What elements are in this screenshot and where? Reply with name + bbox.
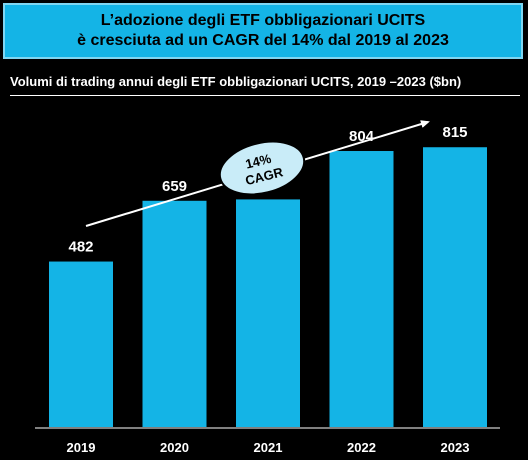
cagr-percent-label: 14% xyxy=(244,151,273,172)
data-label-2023: 815 xyxy=(442,124,467,141)
bar-2021 xyxy=(236,199,300,427)
chart-title: Volumi di trading annui degli ETF obblig… xyxy=(10,74,462,89)
cagr-badge xyxy=(218,140,306,196)
bar-2020 xyxy=(142,200,207,427)
bar-2023 xyxy=(423,147,487,427)
tick-label-2021: 2021 xyxy=(254,440,283,455)
data-label-2019: 482 xyxy=(68,239,93,256)
headline-line-1: L’adozione degli ETF obbligazionari UCIT… xyxy=(100,12,426,29)
headline-line-2: è cresciuta ad un CAGR del 14% dal 2019 … xyxy=(77,32,449,49)
bar-2019 xyxy=(49,261,113,427)
tick-label-2022: 2022 xyxy=(347,440,376,455)
title-divider xyxy=(10,95,520,96)
tick-label-2019: 2019 xyxy=(67,440,96,455)
data-label-2020: 659 xyxy=(162,178,187,195)
tick-label-2020: 2020 xyxy=(160,440,189,455)
headline-banner: L’adozione degli ETF obbligazionari UCIT… xyxy=(3,3,523,59)
tick-label-2023: 2023 xyxy=(441,440,470,455)
bar-2022 xyxy=(329,151,394,427)
